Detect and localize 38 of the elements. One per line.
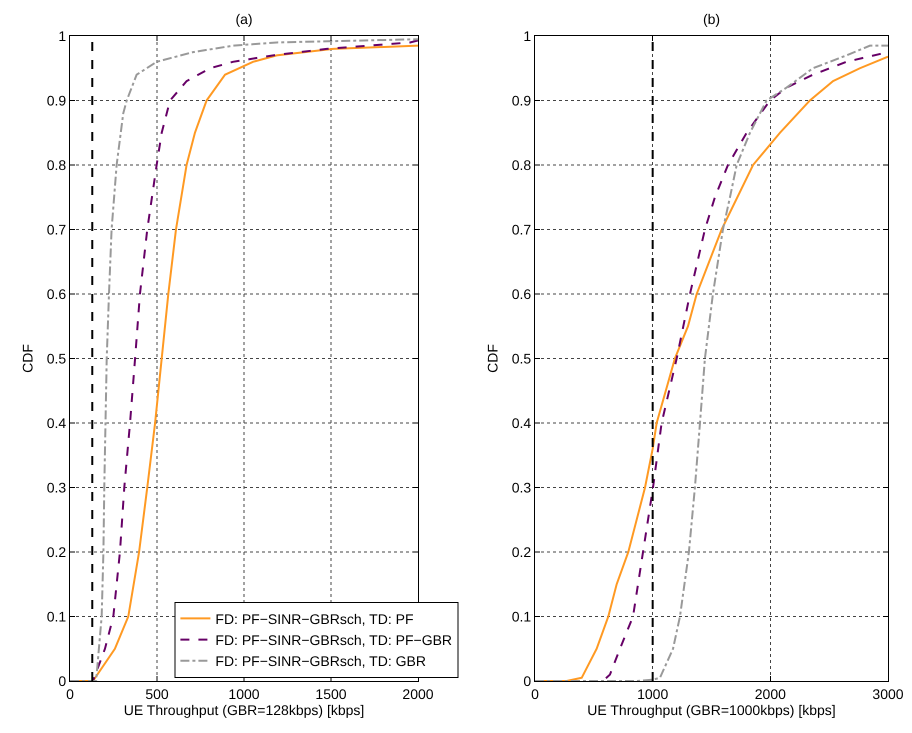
y-axis-title: CDF xyxy=(484,344,500,373)
y-tick-label: 0.9 xyxy=(512,92,532,108)
x-tick-label: 2000 xyxy=(402,686,434,702)
y-tick-label: 0.4 xyxy=(512,414,532,431)
y-tick-label: 0.4 xyxy=(46,414,66,431)
y-tick-label: 0 xyxy=(58,672,66,689)
x-axis-title: UE Throughput (GBR=128kbps) [kbps] xyxy=(124,702,364,718)
y-tick-label: 0.8 xyxy=(46,156,66,173)
y-tick-label: 0.3 xyxy=(512,479,532,496)
legend-label: FD: PF−SINR−GBRsch, TD: PF xyxy=(215,610,414,627)
chart-title: (b) xyxy=(702,10,720,27)
y-tick-label: 0.5 xyxy=(46,350,66,366)
y-tick-label: 0.7 xyxy=(512,221,532,238)
legend-label: FD: PF−SINR−GBRsch, TD: PF−GBR xyxy=(215,632,452,648)
y-tick-label: 0.1 xyxy=(512,608,532,624)
x-tick-label: 1000 xyxy=(228,686,260,702)
y-axis-title: CDF xyxy=(19,344,36,373)
y-tick-label: 0.8 xyxy=(512,156,532,173)
y-tick-label: 0.6 xyxy=(512,286,532,302)
y-tick-label: 0.6 xyxy=(46,286,66,302)
y-tick-label: 0 xyxy=(523,672,532,689)
x-tick-label: 2000 xyxy=(754,686,786,702)
chart-title: (a) xyxy=(235,10,253,27)
y-tick-label: 1 xyxy=(523,28,532,44)
y-tick-label: 0.1 xyxy=(46,608,66,624)
y-tick-label: 0.7 xyxy=(46,221,66,238)
x-tick-label: 1500 xyxy=(315,686,347,702)
y-tick-label: 0.2 xyxy=(512,544,532,560)
x-tick-label: 500 xyxy=(145,686,169,702)
y-tick-label: 0.2 xyxy=(46,544,66,560)
x-tick-label: 3000 xyxy=(872,686,904,702)
y-tick-label: 1 xyxy=(58,28,66,44)
x-tick-label: 1000 xyxy=(637,686,668,702)
y-tick-label: 0.5 xyxy=(512,350,532,366)
y-tick-label: 0.3 xyxy=(46,479,66,496)
x-axis-title: UE Throughput (GBR=1000kbps) [kbps] xyxy=(587,702,836,718)
y-tick-label: 0.9 xyxy=(46,92,66,108)
legend-label: FD: PF−SINR−GBRsch, TD: GBR xyxy=(215,653,426,670)
